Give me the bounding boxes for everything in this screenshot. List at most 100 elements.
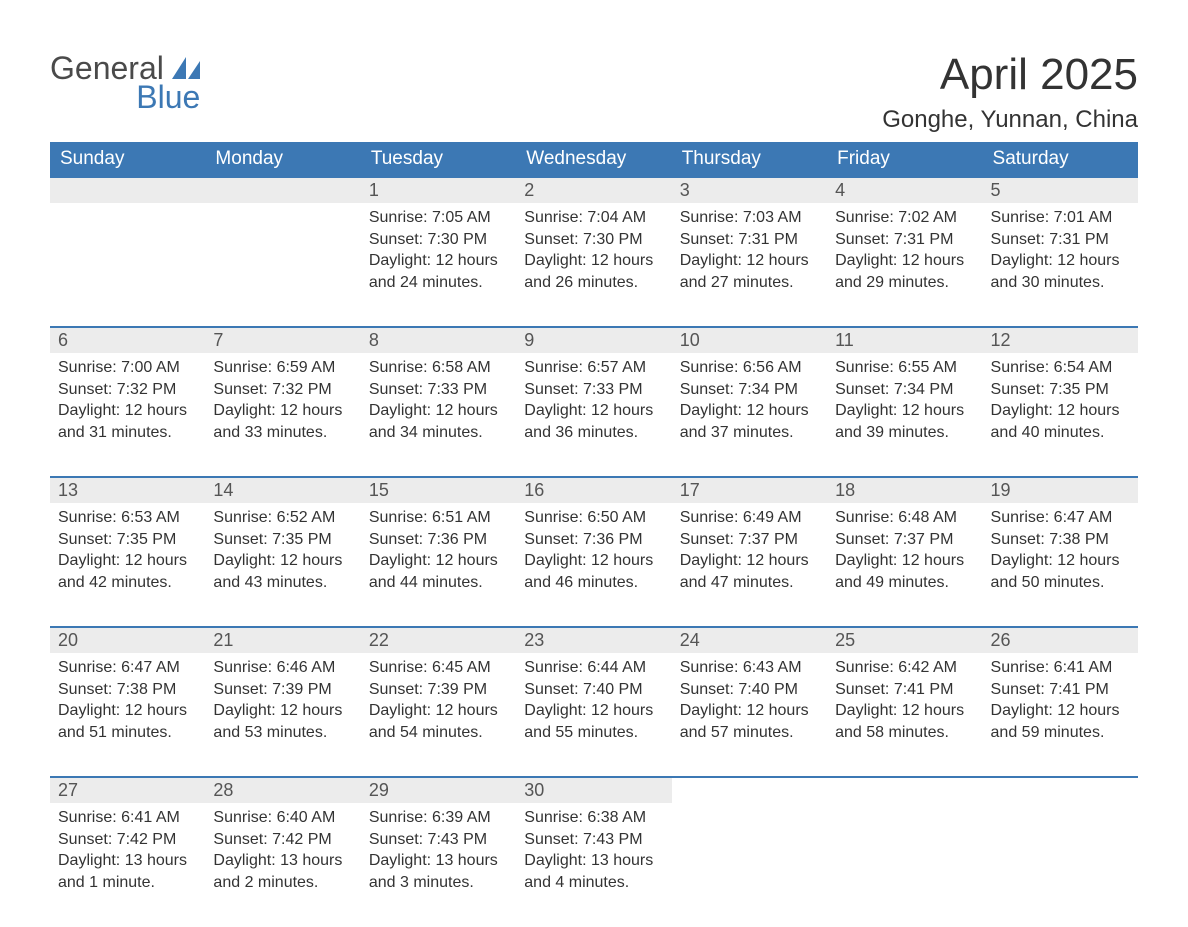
daylight-text: Daylight: 13 hours and 3 minutes. (369, 850, 508, 893)
sunrise-text: Sunrise: 6:40 AM (213, 807, 352, 829)
day-number: 7 (205, 328, 360, 353)
sunrise-text: Sunrise: 6:54 AM (991, 357, 1130, 379)
day-number: 23 (516, 628, 671, 653)
day-cell: 4Sunrise: 7:02 AMSunset: 7:31 PMDaylight… (827, 177, 982, 327)
day-cell (827, 777, 982, 927)
daylight-text: Daylight: 12 hours and 55 minutes. (524, 700, 663, 743)
sunrise-text: Sunrise: 6:52 AM (213, 507, 352, 529)
day-cell: 6Sunrise: 7:00 AMSunset: 7:32 PMDaylight… (50, 327, 205, 477)
day-number: 1 (361, 178, 516, 203)
weekday-header: Wednesday (516, 142, 671, 177)
week-row: 20Sunrise: 6:47 AMSunset: 7:38 PMDayligh… (50, 627, 1138, 777)
sunrise-text: Sunrise: 6:41 AM (58, 807, 197, 829)
sunset-text: Sunset: 7:42 PM (213, 829, 352, 851)
day-number: 21 (205, 628, 360, 653)
daylight-text: Daylight: 12 hours and 50 minutes. (991, 550, 1130, 593)
sunset-text: Sunset: 7:38 PM (58, 679, 197, 701)
sunset-text: Sunset: 7:38 PM (991, 529, 1130, 551)
daylight-text: Daylight: 12 hours and 27 minutes. (680, 250, 819, 293)
weekday-header: Thursday (672, 142, 827, 177)
day-body: Sunrise: 6:40 AMSunset: 7:42 PMDaylight:… (205, 803, 360, 901)
daylight-text: Daylight: 12 hours and 47 minutes. (680, 550, 819, 593)
daylight-text: Daylight: 12 hours and 37 minutes. (680, 400, 819, 443)
day-body: Sunrise: 6:41 AMSunset: 7:41 PMDaylight:… (983, 653, 1138, 751)
daylight-text: Daylight: 13 hours and 2 minutes. (213, 850, 352, 893)
week-row: 27Sunrise: 6:41 AMSunset: 7:42 PMDayligh… (50, 777, 1138, 927)
sunrise-text: Sunrise: 6:58 AM (369, 357, 508, 379)
sunrise-text: Sunrise: 6:38 AM (524, 807, 663, 829)
day-number: 5 (983, 178, 1138, 203)
sunrise-text: Sunrise: 6:50 AM (524, 507, 663, 529)
sunset-text: Sunset: 7:37 PM (835, 529, 974, 551)
daylight-text: Daylight: 12 hours and 36 minutes. (524, 400, 663, 443)
day-body: Sunrise: 6:57 AMSunset: 7:33 PMDaylight:… (516, 353, 671, 451)
weekday-header: Saturday (983, 142, 1138, 177)
sunrise-text: Sunrise: 6:43 AM (680, 657, 819, 679)
sunset-text: Sunset: 7:35 PM (58, 529, 197, 551)
day-cell: 3Sunrise: 7:03 AMSunset: 7:31 PMDaylight… (672, 177, 827, 327)
day-cell (983, 777, 1138, 927)
sunset-text: Sunset: 7:40 PM (524, 679, 663, 701)
week-row: 13Sunrise: 6:53 AMSunset: 7:35 PMDayligh… (50, 477, 1138, 627)
day-number: 20 (50, 628, 205, 653)
sunset-text: Sunset: 7:39 PM (369, 679, 508, 701)
day-number: 2 (516, 178, 671, 203)
sunrise-text: Sunrise: 6:49 AM (680, 507, 819, 529)
week-row: 1Sunrise: 7:05 AMSunset: 7:30 PMDaylight… (50, 177, 1138, 327)
day-cell (50, 177, 205, 327)
sunset-text: Sunset: 7:37 PM (680, 529, 819, 551)
sunset-text: Sunset: 7:42 PM (58, 829, 197, 851)
day-body: Sunrise: 6:50 AMSunset: 7:36 PMDaylight:… (516, 503, 671, 601)
calendar-table: Sunday Monday Tuesday Wednesday Thursday… (50, 142, 1138, 927)
day-body: Sunrise: 6:39 AMSunset: 7:43 PMDaylight:… (361, 803, 516, 901)
day-body: Sunrise: 6:44 AMSunset: 7:40 PMDaylight:… (516, 653, 671, 751)
sunrise-text: Sunrise: 6:42 AM (835, 657, 974, 679)
day-number: 12 (983, 328, 1138, 353)
day-cell: 10Sunrise: 6:56 AMSunset: 7:34 PMDayligh… (672, 327, 827, 477)
sunset-text: Sunset: 7:41 PM (991, 679, 1130, 701)
day-body: Sunrise: 6:42 AMSunset: 7:41 PMDaylight:… (827, 653, 982, 751)
sunset-text: Sunset: 7:40 PM (680, 679, 819, 701)
sunset-text: Sunset: 7:33 PM (369, 379, 508, 401)
sunrise-text: Sunrise: 7:03 AM (680, 207, 819, 229)
day-cell: 5Sunrise: 7:01 AMSunset: 7:31 PMDaylight… (983, 177, 1138, 327)
day-cell: 17Sunrise: 6:49 AMSunset: 7:37 PMDayligh… (672, 477, 827, 627)
day-cell: 19Sunrise: 6:47 AMSunset: 7:38 PMDayligh… (983, 477, 1138, 627)
sunset-text: Sunset: 7:30 PM (369, 229, 508, 251)
title-block: April 2025 Gonghe, Yunnan, China (882, 50, 1138, 134)
day-body: Sunrise: 6:55 AMSunset: 7:34 PMDaylight:… (827, 353, 982, 451)
daylight-text: Daylight: 12 hours and 24 minutes. (369, 250, 508, 293)
sunrise-text: Sunrise: 6:48 AM (835, 507, 974, 529)
sunset-text: Sunset: 7:35 PM (991, 379, 1130, 401)
day-number: 30 (516, 778, 671, 803)
sunrise-text: Sunrise: 7:05 AM (369, 207, 508, 229)
sunrise-text: Sunrise: 6:47 AM (991, 507, 1130, 529)
daylight-text: Daylight: 12 hours and 46 minutes. (524, 550, 663, 593)
day-body: Sunrise: 6:47 AMSunset: 7:38 PMDaylight:… (50, 653, 205, 751)
sunrise-text: Sunrise: 6:57 AM (524, 357, 663, 379)
sunrise-text: Sunrise: 6:47 AM (58, 657, 197, 679)
day-body: Sunrise: 6:58 AMSunset: 7:33 PMDaylight:… (361, 353, 516, 451)
daylight-text: Daylight: 12 hours and 57 minutes. (680, 700, 819, 743)
day-cell: 7Sunrise: 6:59 AMSunset: 7:32 PMDaylight… (205, 327, 360, 477)
day-cell: 8Sunrise: 6:58 AMSunset: 7:33 PMDaylight… (361, 327, 516, 477)
day-body: Sunrise: 6:41 AMSunset: 7:42 PMDaylight:… (50, 803, 205, 901)
sunrise-text: Sunrise: 6:56 AM (680, 357, 819, 379)
day-body: Sunrise: 7:01 AMSunset: 7:31 PMDaylight:… (983, 203, 1138, 301)
month-title: April 2025 (882, 50, 1138, 100)
day-cell: 2Sunrise: 7:04 AMSunset: 7:30 PMDaylight… (516, 177, 671, 327)
daylight-text: Daylight: 12 hours and 29 minutes. (835, 250, 974, 293)
daylight-text: Daylight: 12 hours and 34 minutes. (369, 400, 508, 443)
day-cell: 30Sunrise: 6:38 AMSunset: 7:43 PMDayligh… (516, 777, 671, 927)
daylight-text: Daylight: 12 hours and 42 minutes. (58, 550, 197, 593)
day-cell: 23Sunrise: 6:44 AMSunset: 7:40 PMDayligh… (516, 627, 671, 777)
daylight-text: Daylight: 12 hours and 30 minutes. (991, 250, 1130, 293)
day-cell: 15Sunrise: 6:51 AMSunset: 7:36 PMDayligh… (361, 477, 516, 627)
sunrise-text: Sunrise: 6:46 AM (213, 657, 352, 679)
day-cell: 25Sunrise: 6:42 AMSunset: 7:41 PMDayligh… (827, 627, 982, 777)
day-cell: 22Sunrise: 6:45 AMSunset: 7:39 PMDayligh… (361, 627, 516, 777)
daylight-text: Daylight: 12 hours and 58 minutes. (835, 700, 974, 743)
daylight-text: Daylight: 12 hours and 54 minutes. (369, 700, 508, 743)
sunset-text: Sunset: 7:36 PM (369, 529, 508, 551)
day-cell: 1 Sunrise: 7:05 AMSunset: 7:30 PMDaylight… (361, 177, 516, 327)
